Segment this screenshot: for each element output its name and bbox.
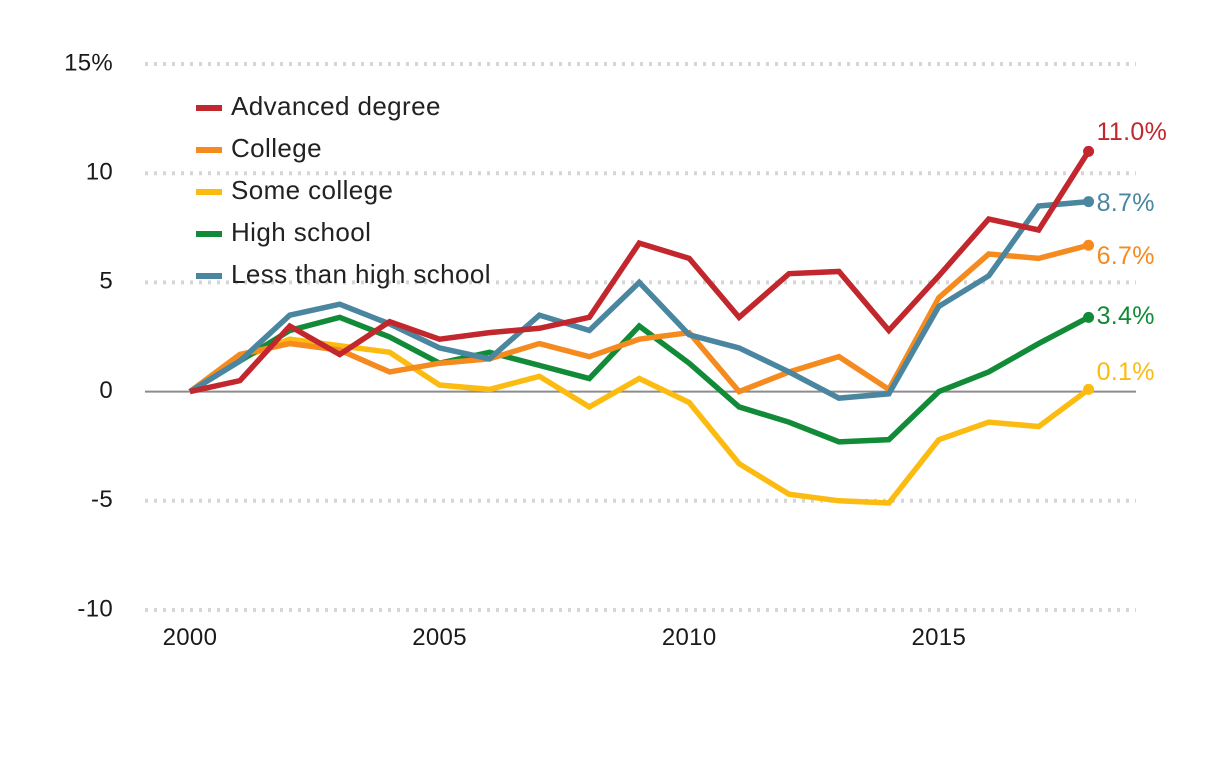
legend-label: College bbox=[231, 133, 322, 163]
legend-swatch bbox=[196, 147, 222, 153]
legend-item-college: College bbox=[196, 133, 322, 163]
legend-swatch bbox=[196, 105, 222, 111]
legend-swatch bbox=[196, 273, 222, 279]
legend-swatch bbox=[196, 231, 222, 237]
x-tick-label: 2005 bbox=[412, 624, 467, 651]
series-line-high-school bbox=[188, 314, 1090, 445]
series-endpoint-advanced-degree bbox=[1083, 145, 1095, 157]
series-endpoint-college bbox=[1083, 239, 1095, 251]
y-tick-label: 15% bbox=[64, 49, 113, 76]
end-labels: 11.0% 6.7% 0.1% 3.4% 8.7% bbox=[1097, 118, 1168, 386]
end-label-some-college: 0.1% bbox=[1097, 358, 1155, 386]
y-tick-label: 0 bbox=[99, 377, 113, 404]
legend-item-some-college: Some college bbox=[196, 175, 393, 205]
series-line-advanced-degree bbox=[189, 149, 1091, 395]
series-line-college bbox=[188, 242, 1090, 395]
legend-item-less-than-high-school: Less than high school bbox=[196, 259, 491, 289]
series-line-less-than-high-school bbox=[188, 198, 1089, 401]
legend-item-advanced-degree: Advanced degree bbox=[196, 91, 441, 121]
x-tick-label: 2015 bbox=[912, 624, 967, 651]
x-axis: 2000 2005 2010 2015 bbox=[163, 624, 966, 651]
series-endpoint-less-than-high-school bbox=[1083, 196, 1095, 208]
y-axis: 15% 10 5 0 -5 -10 bbox=[64, 49, 113, 622]
y-tick-label: 10 bbox=[86, 159, 113, 186]
x-tick-label: 2010 bbox=[662, 624, 717, 651]
y-tick-label: -10 bbox=[77, 595, 113, 622]
series-lines bbox=[188, 145, 1095, 506]
legend-swatch bbox=[196, 189, 222, 195]
legend-label: Less than high school bbox=[231, 259, 491, 289]
end-label-advanced-degree: 11.0% bbox=[1097, 118, 1168, 146]
x-tick-label: 2000 bbox=[163, 624, 218, 651]
legend-label: High school bbox=[231, 217, 371, 247]
legend: Advanced degree College Some college High s… bbox=[196, 91, 491, 289]
series-endpoint-some-college bbox=[1083, 383, 1095, 395]
end-label-less-than-high-school: 8.7% bbox=[1097, 189, 1155, 217]
end-label-college: 6.7% bbox=[1097, 242, 1155, 270]
y-tick-label: 5 bbox=[99, 268, 113, 295]
legend-item-high-school: High school bbox=[196, 217, 371, 247]
y-tick-label: -5 bbox=[91, 486, 113, 513]
series-endpoint-high-school bbox=[1083, 311, 1095, 323]
series-line-some-college bbox=[188, 336, 1091, 506]
legend-label: Some college bbox=[231, 175, 393, 205]
end-label-high-school: 3.4% bbox=[1097, 302, 1155, 330]
legend-label: Advanced degree bbox=[231, 91, 441, 121]
